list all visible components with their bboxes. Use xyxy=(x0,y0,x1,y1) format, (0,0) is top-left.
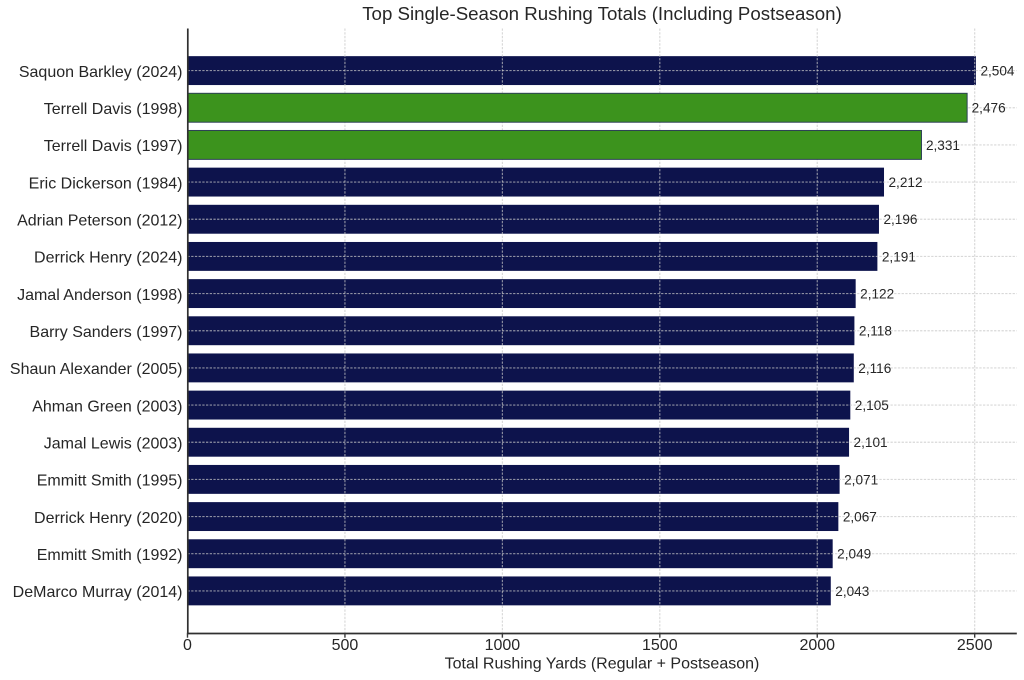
svg-text:Top Single-Season Rushing Tota: Top Single-Season Rushing Totals (Includ… xyxy=(362,3,842,24)
svg-text:1000: 1000 xyxy=(485,637,521,654)
svg-text:Eric Dickerson (1984): Eric Dickerson (1984) xyxy=(29,175,183,192)
svg-text:0: 0 xyxy=(183,637,192,654)
svg-text:Derrick Henry (2020): Derrick Henry (2020) xyxy=(34,510,182,527)
svg-text:2,067: 2,067 xyxy=(843,509,877,524)
svg-text:Ahman Green (2003): Ahman Green (2003) xyxy=(32,398,182,415)
svg-text:2,049: 2,049 xyxy=(837,547,871,562)
svg-text:2,071: 2,071 xyxy=(844,472,878,487)
svg-text:2,476: 2,476 xyxy=(972,101,1006,116)
svg-text:Emmitt Smith (1995): Emmitt Smith (1995) xyxy=(37,473,183,490)
svg-text:Total Rushing Yards (Regular +: Total Rushing Yards (Regular + Postseaso… xyxy=(445,656,760,673)
svg-text:Barry Sanders (1997): Barry Sanders (1997) xyxy=(30,324,183,341)
svg-text:2,116: 2,116 xyxy=(858,361,891,376)
svg-text:Terrell Davis (1998): Terrell Davis (1998) xyxy=(44,101,183,118)
svg-text:Terrell Davis (1997): Terrell Davis (1997) xyxy=(44,138,183,155)
svg-text:2500: 2500 xyxy=(957,637,993,654)
svg-text:2,122: 2,122 xyxy=(860,286,894,301)
svg-text:DeMarco Murray (2014): DeMarco Murray (2014) xyxy=(13,584,183,601)
svg-text:2,105: 2,105 xyxy=(855,398,889,413)
svg-text:2,196: 2,196 xyxy=(883,212,917,227)
svg-text:Jamal Anderson (1998): Jamal Anderson (1998) xyxy=(17,287,182,304)
svg-text:2,504: 2,504 xyxy=(980,64,1014,79)
svg-text:Adrian Peterson (2012): Adrian Peterson (2012) xyxy=(17,212,182,229)
svg-text:Derrick Henry (2024): Derrick Henry (2024) xyxy=(34,250,182,267)
svg-text:2,101: 2,101 xyxy=(854,435,888,450)
svg-text:Jamal Lewis (2003): Jamal Lewis (2003) xyxy=(44,435,183,452)
svg-text:500: 500 xyxy=(332,637,359,654)
svg-text:Emmitt Smith (1992): Emmitt Smith (1992) xyxy=(37,547,183,564)
svg-text:1500: 1500 xyxy=(642,637,678,654)
svg-text:2000: 2000 xyxy=(799,637,835,654)
svg-text:Shaun Alexander (2005): Shaun Alexander (2005) xyxy=(10,361,183,378)
svg-text:Saquon Barkley (2024): Saquon Barkley (2024) xyxy=(19,64,183,81)
svg-text:2,212: 2,212 xyxy=(889,175,923,190)
svg-text:2,043: 2,043 xyxy=(835,584,869,599)
svg-text:2,118: 2,118 xyxy=(859,324,892,339)
svg-text:2,331: 2,331 xyxy=(926,138,960,153)
svg-text:2,191: 2,191 xyxy=(882,249,916,264)
